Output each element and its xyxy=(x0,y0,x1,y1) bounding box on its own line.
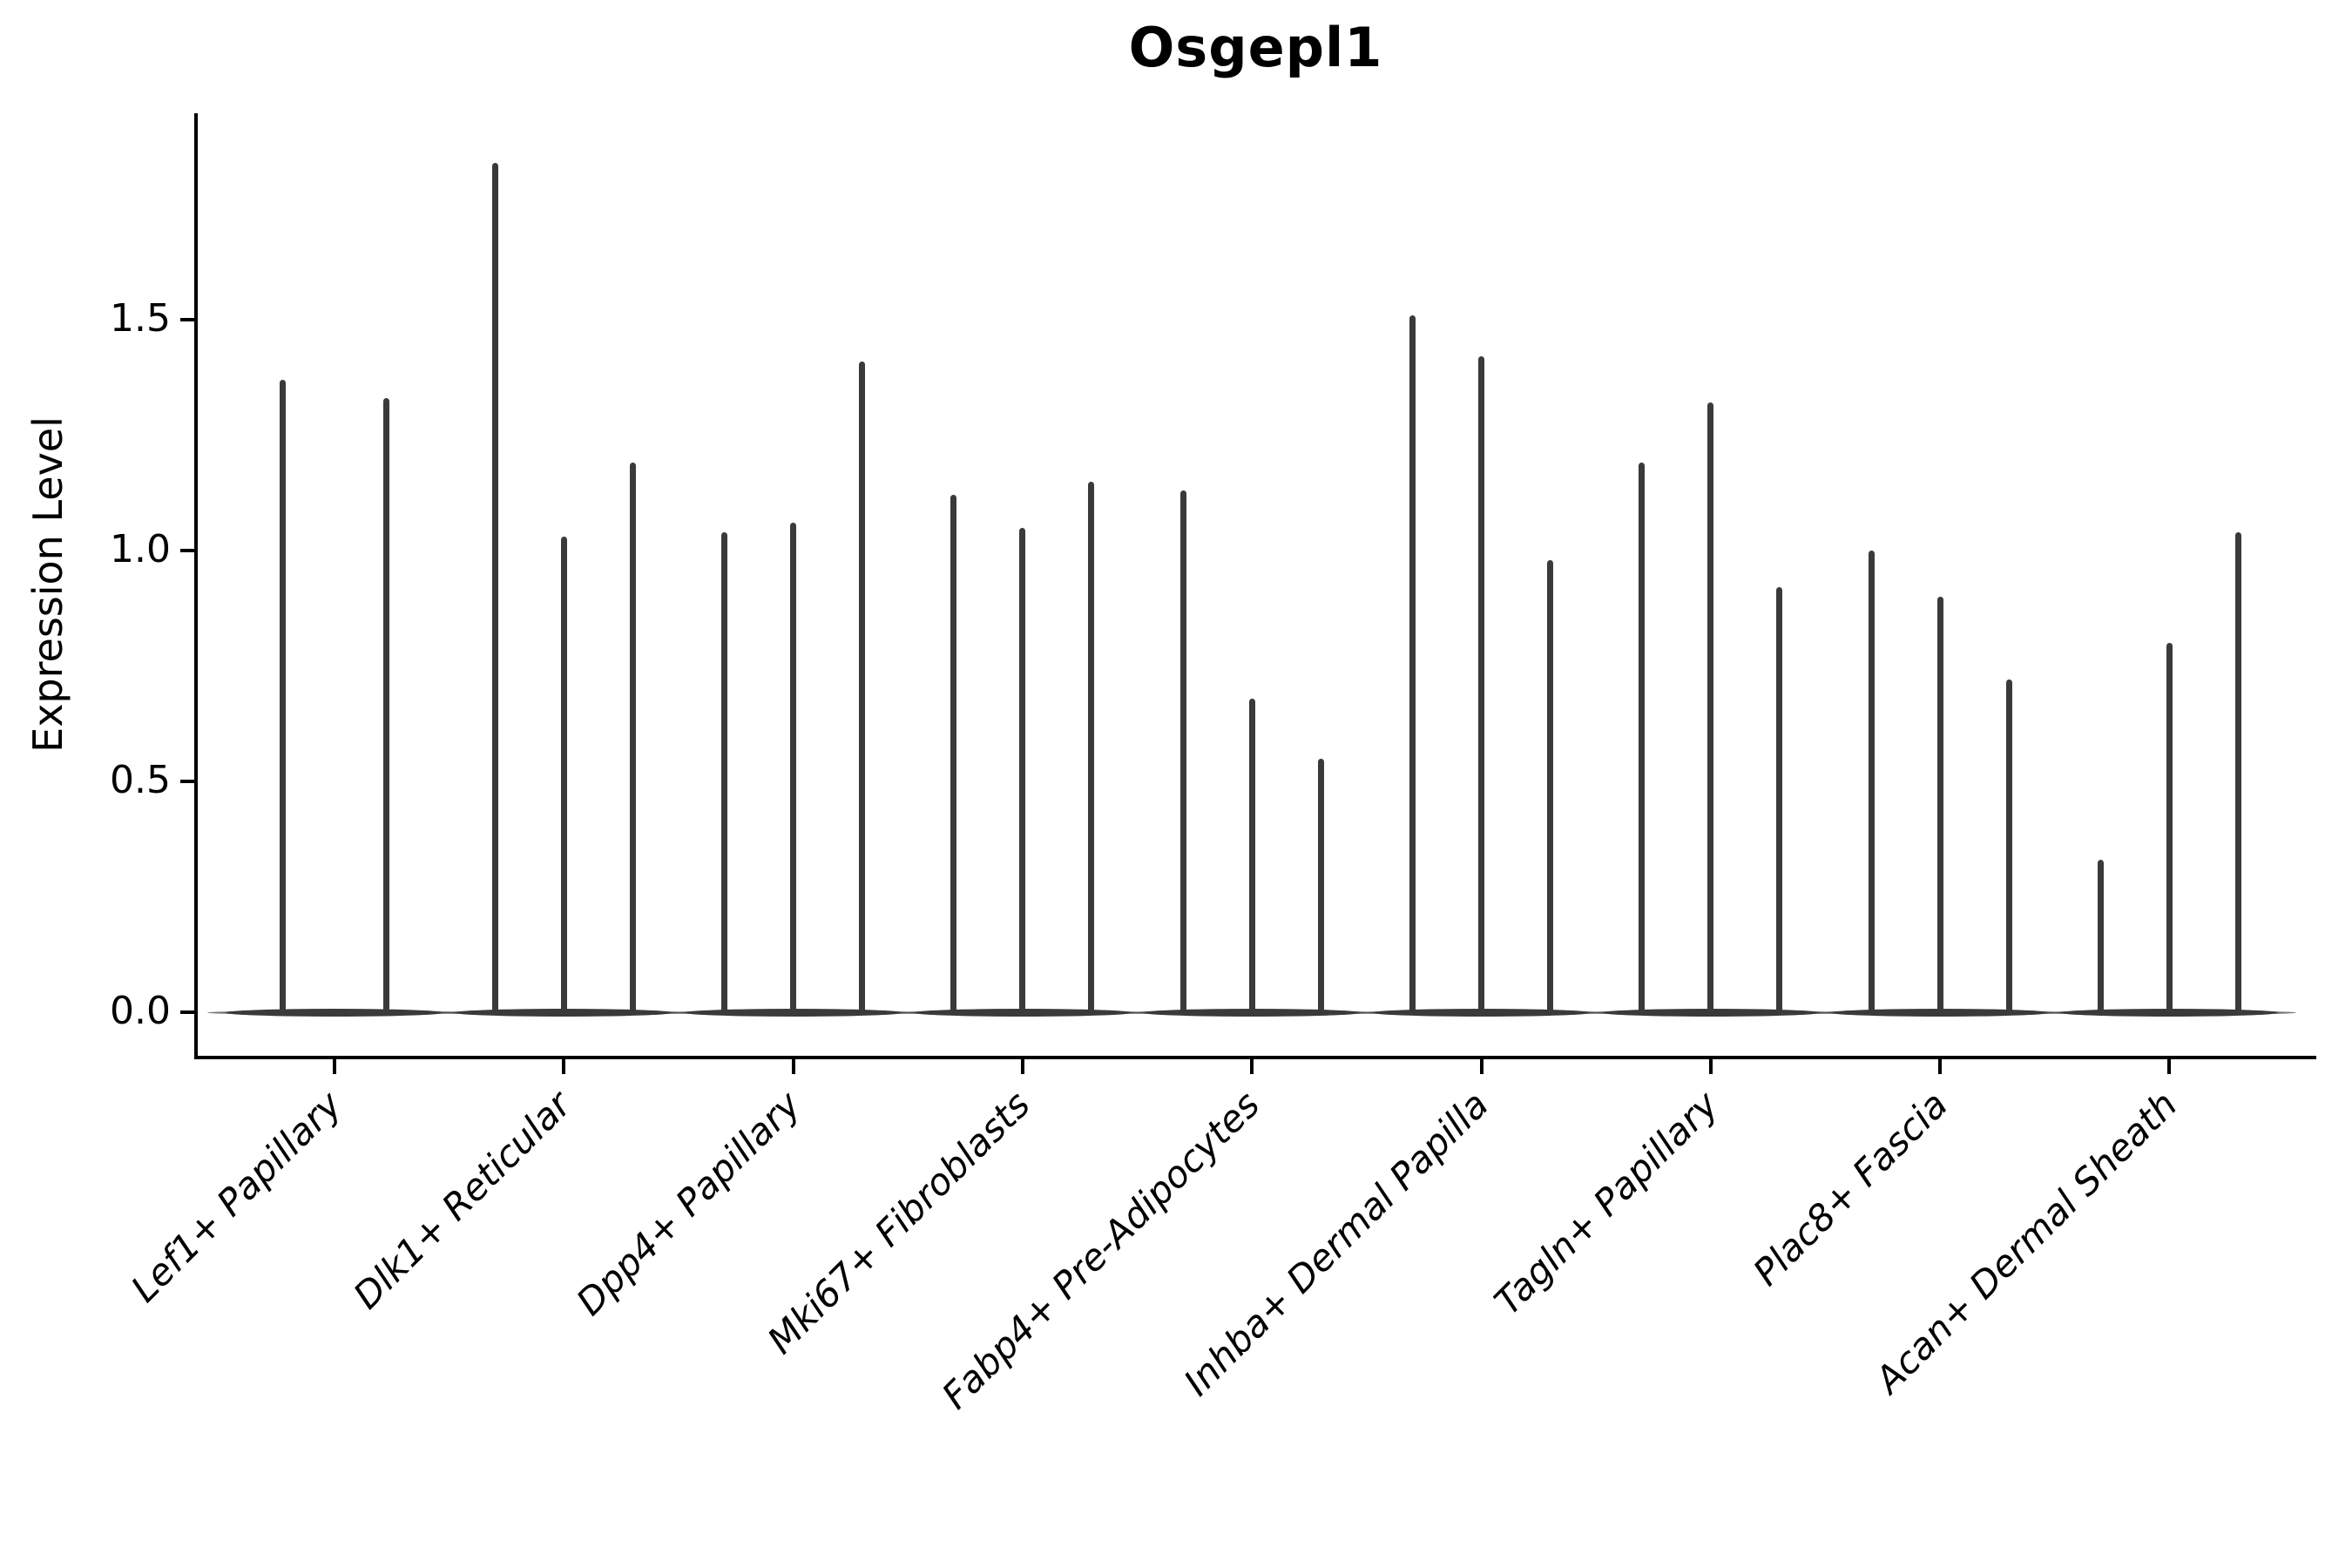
violin-spike xyxy=(2166,643,2173,1015)
violin-spike xyxy=(2234,531,2241,1015)
violin-spike xyxy=(1248,698,1255,1015)
x-tick xyxy=(1479,1058,1484,1074)
x-tick-label: Mki67+ Fibroblasts xyxy=(759,1083,1038,1362)
violin-spike xyxy=(1546,559,1553,1015)
violin-spike xyxy=(2097,860,2104,1015)
violin-spike xyxy=(1936,597,1943,1015)
violin-spike xyxy=(629,463,636,1015)
violin-spike xyxy=(280,379,287,1015)
y-axis-line xyxy=(194,113,198,1059)
y-tick xyxy=(180,549,197,552)
x-tick xyxy=(1250,1058,1254,1074)
violin-spike xyxy=(1088,481,1095,1015)
violin-spike xyxy=(1179,490,1186,1015)
violin-spike xyxy=(950,495,957,1015)
y-tick xyxy=(180,318,197,321)
y-axis-label-wrap: Expression Level xyxy=(0,113,96,1056)
y-tick xyxy=(180,780,197,783)
x-tick-label: Plac8+ Fascia xyxy=(1744,1083,1956,1294)
x-tick-label: Dpp4+ Papillary xyxy=(568,1083,809,1324)
y-tick-label: 0.0 xyxy=(110,989,171,1033)
x-tick-label: Dlk1+ Reticular xyxy=(345,1083,580,1317)
x-tick-label: Lef1+ Papillary xyxy=(122,1083,350,1311)
violin-spike xyxy=(491,162,498,1015)
violin-spike xyxy=(1868,551,1875,1015)
y-tick xyxy=(180,1010,197,1014)
violin-spike xyxy=(1019,527,1026,1015)
y-tick-label: 1.0 xyxy=(110,527,171,571)
violin-spike xyxy=(859,361,866,1015)
x-tick-label: Tagln+ Papillary xyxy=(1485,1083,1727,1323)
x-tick xyxy=(2167,1058,2172,1074)
violin-spike xyxy=(790,523,797,1015)
violin-spike xyxy=(382,398,389,1015)
violin-spike xyxy=(1707,402,1714,1015)
x-tick xyxy=(791,1058,795,1074)
violin-spike xyxy=(1478,356,1484,1015)
x-tick xyxy=(333,1058,336,1074)
violin-spike xyxy=(1639,463,1646,1015)
y-tick-label: 0.5 xyxy=(110,758,171,802)
x-tick xyxy=(1938,1058,1943,1074)
x-tick xyxy=(1708,1058,1713,1074)
x-tick xyxy=(562,1058,566,1074)
chart-title: Osgepl1 xyxy=(1128,16,1383,79)
violin-spike xyxy=(1317,758,1324,1015)
violin-spike xyxy=(1409,314,1416,1015)
violin-base xyxy=(226,1008,443,1017)
y-axis-label: Expression Level xyxy=(24,416,71,753)
x-axis-line xyxy=(194,1056,2316,1059)
x-tick xyxy=(1020,1058,1024,1074)
y-tick-label: 1.5 xyxy=(110,296,171,341)
violin-spike xyxy=(2005,679,2012,1015)
violin-spike xyxy=(1776,587,1783,1015)
violin-spike xyxy=(560,537,567,1015)
violin-spike xyxy=(721,531,728,1015)
